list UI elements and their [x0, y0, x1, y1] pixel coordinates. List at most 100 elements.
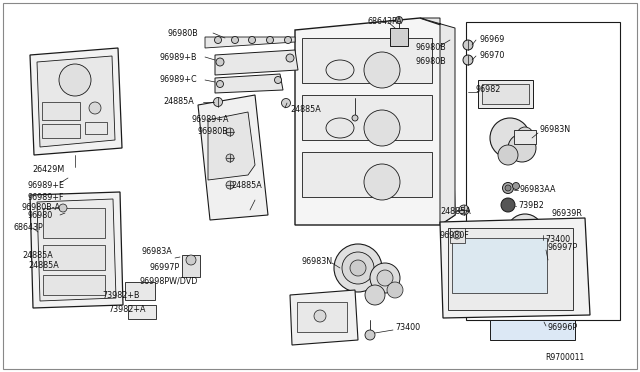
Circle shape	[507, 214, 543, 250]
Circle shape	[453, 231, 461, 239]
Bar	[448, 228, 573, 310]
Text: 24885A: 24885A	[231, 180, 262, 189]
Polygon shape	[198, 95, 268, 220]
Text: 73982+B: 73982+B	[102, 292, 140, 301]
Polygon shape	[208, 112, 255, 180]
Text: 739B2: 739B2	[518, 202, 544, 211]
Polygon shape	[440, 218, 590, 318]
Text: 68643PA: 68643PA	[368, 17, 403, 26]
Text: 96983A: 96983A	[142, 247, 173, 257]
Circle shape	[214, 36, 221, 44]
Circle shape	[352, 115, 358, 121]
Polygon shape	[290, 290, 358, 345]
Circle shape	[89, 102, 101, 114]
Circle shape	[314, 310, 326, 322]
Ellipse shape	[326, 118, 354, 138]
Circle shape	[365, 285, 385, 305]
Text: 26429M: 26429M	[32, 166, 64, 174]
Bar	[42, 124, 80, 138]
Circle shape	[463, 55, 473, 65]
Bar	[128, 305, 156, 319]
Circle shape	[364, 164, 400, 200]
Bar	[297, 302, 347, 332]
Text: 96980: 96980	[28, 211, 53, 219]
Circle shape	[463, 40, 473, 50]
Circle shape	[334, 244, 382, 292]
Circle shape	[517, 127, 533, 143]
Circle shape	[350, 260, 366, 276]
Circle shape	[490, 118, 530, 158]
Polygon shape	[37, 56, 115, 147]
Bar	[390, 28, 408, 46]
Circle shape	[364, 110, 400, 146]
Text: 96969: 96969	[480, 35, 506, 45]
Circle shape	[502, 183, 513, 193]
Text: 96997P: 96997P	[150, 263, 180, 273]
Circle shape	[186, 255, 196, 265]
Polygon shape	[30, 48, 122, 155]
Polygon shape	[295, 18, 455, 225]
Text: 96989+B: 96989+B	[160, 52, 198, 61]
Text: 68643P: 68643P	[14, 224, 44, 232]
Text: 96980F: 96980F	[440, 231, 470, 240]
Circle shape	[226, 128, 234, 136]
Circle shape	[248, 36, 255, 44]
Circle shape	[370, 263, 400, 293]
Bar	[43, 245, 105, 270]
Circle shape	[286, 54, 294, 62]
Text: R9700011: R9700011	[546, 353, 585, 362]
Circle shape	[216, 80, 223, 87]
Bar	[42, 102, 80, 120]
Text: 96983N: 96983N	[540, 125, 571, 135]
Text: 96980B-A: 96980B-A	[22, 203, 61, 212]
Text: 96939R: 96939R	[552, 208, 583, 218]
Text: 96997P: 96997P	[548, 244, 579, 253]
Text: 96983N: 96983N	[302, 257, 333, 266]
Circle shape	[501, 198, 515, 212]
Circle shape	[226, 181, 234, 189]
Text: 24885A: 24885A	[28, 262, 59, 270]
Polygon shape	[215, 50, 298, 75]
Text: 96980B: 96980B	[415, 44, 445, 52]
Circle shape	[364, 52, 400, 88]
Text: 96989+A: 96989+A	[192, 115, 230, 125]
Text: 96980B: 96980B	[415, 58, 445, 67]
Text: 96998PW/DVD: 96998PW/DVD	[140, 276, 198, 285]
Circle shape	[59, 64, 91, 96]
Circle shape	[505, 185, 511, 191]
Bar	[482, 84, 529, 104]
Circle shape	[216, 58, 224, 66]
Text: 96980B: 96980B	[198, 128, 228, 137]
Circle shape	[285, 36, 291, 44]
Circle shape	[282, 99, 291, 108]
Circle shape	[513, 183, 520, 189]
Polygon shape	[205, 37, 295, 48]
Circle shape	[59, 204, 67, 212]
Circle shape	[226, 154, 234, 162]
Text: 24885A: 24885A	[163, 97, 194, 106]
Bar	[478, 80, 533, 108]
Bar	[302, 38, 432, 83]
Bar	[43, 208, 105, 238]
Circle shape	[508, 134, 536, 162]
Text: 96980B: 96980B	[168, 29, 199, 38]
Text: 96989+F: 96989+F	[28, 192, 65, 202]
Circle shape	[396, 16, 403, 23]
Polygon shape	[37, 199, 116, 301]
Circle shape	[266, 36, 273, 44]
Circle shape	[342, 252, 374, 284]
Text: 96983AA: 96983AA	[520, 186, 557, 195]
Bar	[452, 238, 547, 293]
Text: 24885A: 24885A	[290, 106, 321, 115]
Text: 96996P: 96996P	[548, 324, 578, 333]
Polygon shape	[215, 74, 283, 93]
Circle shape	[513, 220, 537, 244]
Text: 96982: 96982	[475, 86, 500, 94]
Bar	[514, 130, 536, 144]
Circle shape	[365, 330, 375, 340]
Polygon shape	[30, 192, 123, 308]
Bar	[43, 275, 105, 295]
Circle shape	[377, 270, 393, 286]
Circle shape	[275, 77, 282, 83]
Text: 73400: 73400	[545, 235, 570, 244]
